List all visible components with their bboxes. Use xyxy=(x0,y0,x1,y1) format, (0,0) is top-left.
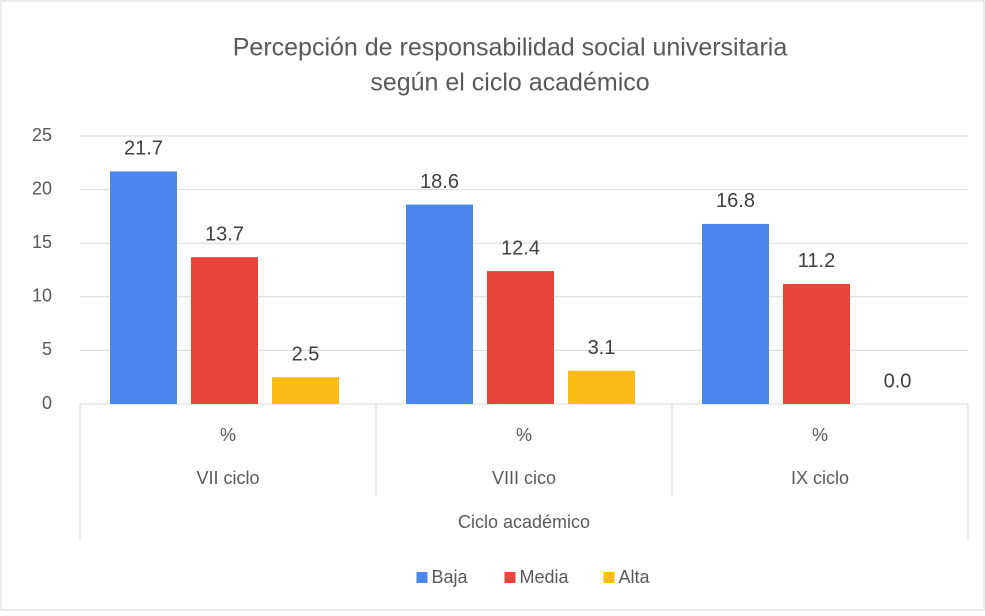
x-subcategory-label: % xyxy=(516,425,532,445)
data-label: 21.7 xyxy=(124,138,163,160)
legend-swatch xyxy=(417,572,428,583)
bar xyxy=(487,271,554,404)
x-tick-label: VIII cico xyxy=(492,468,556,488)
bar xyxy=(702,224,769,404)
data-label: 2.5 xyxy=(292,343,320,365)
bar xyxy=(783,284,850,404)
x-tick-label: VII ciclo xyxy=(196,468,259,488)
legend-label: Media xyxy=(520,567,570,587)
bar xyxy=(406,205,473,404)
bar xyxy=(568,371,635,404)
data-label: 0.0 xyxy=(884,370,912,392)
bar xyxy=(110,171,177,404)
bar xyxy=(272,377,339,404)
legend-swatch xyxy=(604,572,615,583)
x-tick-label: IX ciclo xyxy=(791,468,849,488)
x-subcategory-label: % xyxy=(812,425,828,445)
legend-swatch xyxy=(505,572,516,583)
data-label: 13.7 xyxy=(205,223,244,245)
y-tick-label: 15 xyxy=(32,232,52,252)
chart-title: Percepción de responsabilidad social uni… xyxy=(233,34,788,62)
data-label: 12.4 xyxy=(501,237,540,259)
y-tick-label: 5 xyxy=(42,339,52,359)
legend-label: Baja xyxy=(432,567,469,587)
x-axis-label: Ciclo académico xyxy=(458,512,590,532)
chart-title: según el ciclo académico xyxy=(370,69,649,97)
data-label: 18.6 xyxy=(420,171,459,193)
x-subcategory-label: % xyxy=(220,425,236,445)
data-label: 16.8 xyxy=(716,190,755,212)
y-tick-label: 25 xyxy=(32,125,52,145)
y-tick-label: 10 xyxy=(32,286,52,306)
data-label: 11.2 xyxy=(798,250,835,272)
bar xyxy=(191,257,258,404)
y-tick-label: 0 xyxy=(42,393,52,413)
legend-label: Alta xyxy=(619,567,651,587)
data-label: 3.1 xyxy=(588,337,616,359)
y-tick-label: 20 xyxy=(32,178,52,198)
